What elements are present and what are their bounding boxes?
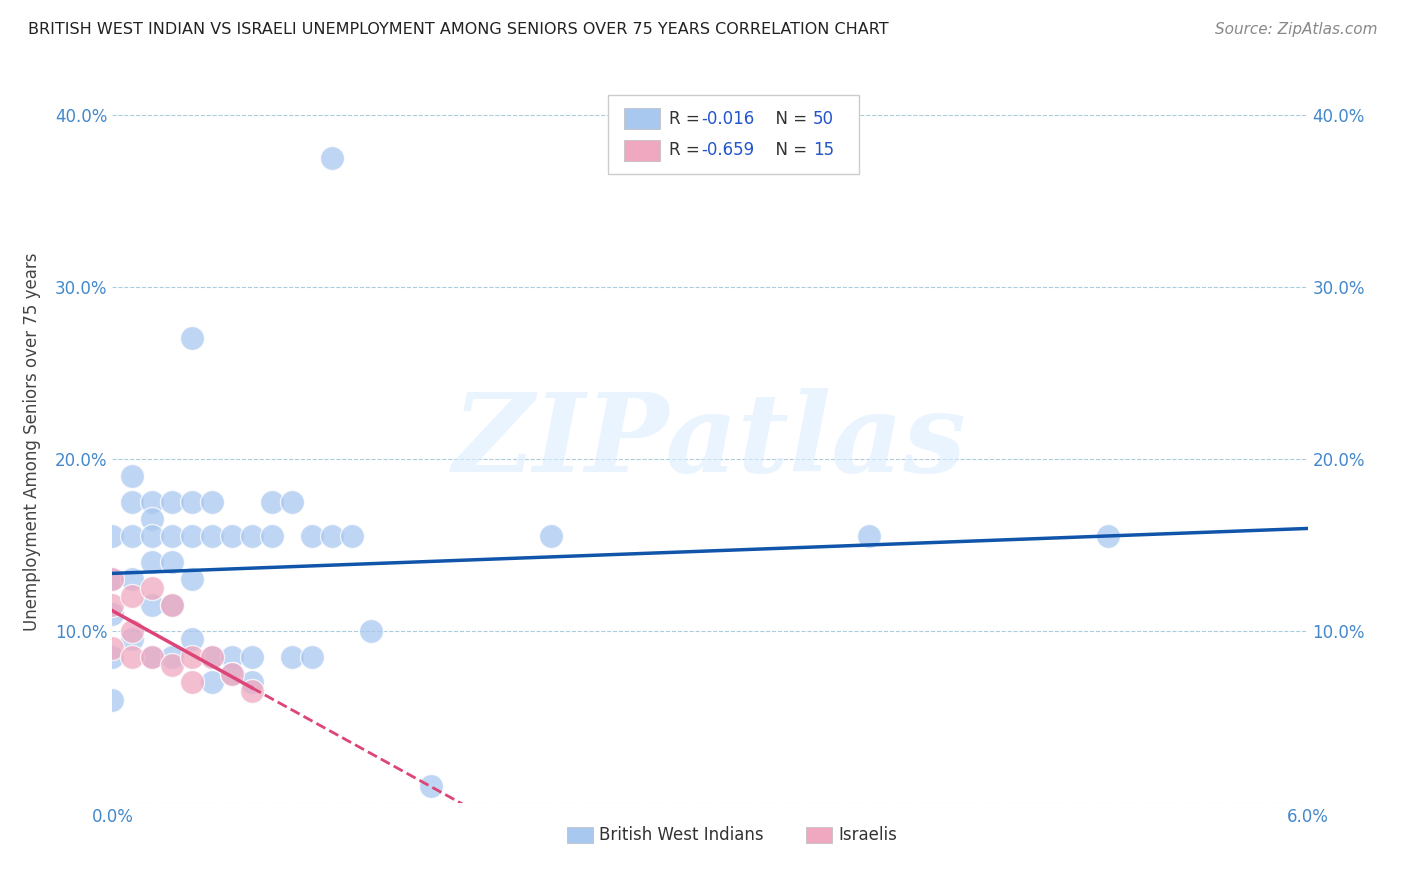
Point xyxy=(181,331,204,345)
Point xyxy=(540,529,562,543)
Bar xyxy=(806,827,832,843)
Point xyxy=(181,675,204,690)
Point xyxy=(101,598,124,612)
Point xyxy=(240,529,263,543)
Point xyxy=(181,529,204,543)
Point xyxy=(121,624,143,638)
Point xyxy=(162,658,183,673)
Point xyxy=(162,649,183,664)
Point xyxy=(281,494,304,508)
Point xyxy=(240,684,263,698)
Point xyxy=(141,649,163,664)
Point xyxy=(201,529,224,543)
Point xyxy=(201,494,224,508)
Point xyxy=(181,632,204,647)
Point xyxy=(420,779,443,793)
Point xyxy=(360,624,382,638)
Point xyxy=(240,675,263,690)
Point xyxy=(101,640,124,655)
Text: -0.016: -0.016 xyxy=(702,110,755,128)
Text: N =: N = xyxy=(765,110,813,128)
Point xyxy=(221,666,243,681)
Point xyxy=(141,649,163,664)
Point xyxy=(301,649,323,664)
Point xyxy=(141,512,163,526)
Point xyxy=(260,494,283,508)
Point xyxy=(221,666,243,681)
Point xyxy=(321,151,343,165)
Point xyxy=(162,494,183,508)
Bar xyxy=(567,827,593,843)
Text: R =: R = xyxy=(669,141,706,160)
Point xyxy=(121,632,143,647)
Point xyxy=(101,607,124,621)
Point xyxy=(260,529,283,543)
Point xyxy=(141,581,163,595)
Text: BRITISH WEST INDIAN VS ISRAELI UNEMPLOYMENT AMONG SENIORS OVER 75 YEARS CORRELAT: BRITISH WEST INDIAN VS ISRAELI UNEMPLOYM… xyxy=(28,22,889,37)
Point xyxy=(121,590,143,604)
Point xyxy=(858,529,880,543)
Point xyxy=(201,649,224,664)
Point xyxy=(240,649,263,664)
Point xyxy=(121,649,143,664)
Point xyxy=(101,692,124,706)
Point xyxy=(221,649,243,664)
Text: British West Indians: British West Indians xyxy=(599,826,763,844)
Text: Israelis: Israelis xyxy=(838,826,897,844)
Text: N =: N = xyxy=(765,141,813,160)
Point xyxy=(121,529,143,543)
Point xyxy=(201,675,224,690)
Text: 50: 50 xyxy=(813,110,834,128)
Point xyxy=(162,598,183,612)
Point xyxy=(101,649,124,664)
Point xyxy=(301,529,323,543)
Bar xyxy=(624,139,659,161)
Point xyxy=(141,494,163,508)
Text: 15: 15 xyxy=(813,141,834,160)
Point xyxy=(181,649,204,664)
Text: -0.659: -0.659 xyxy=(702,141,755,160)
Point xyxy=(162,598,183,612)
Point xyxy=(221,529,243,543)
Point xyxy=(141,529,163,543)
Y-axis label: Unemployment Among Seniors over 75 years: Unemployment Among Seniors over 75 years xyxy=(24,252,41,631)
Text: ZIPatlas: ZIPatlas xyxy=(453,388,967,495)
Text: R =: R = xyxy=(669,110,706,128)
Point xyxy=(181,494,204,508)
Point xyxy=(281,649,304,664)
Point xyxy=(162,529,183,543)
Point xyxy=(141,555,163,569)
Point xyxy=(321,529,343,543)
Point xyxy=(141,598,163,612)
Point xyxy=(181,572,204,586)
Point xyxy=(121,572,143,586)
Point xyxy=(201,649,224,664)
Point xyxy=(101,572,124,586)
Point xyxy=(121,469,143,483)
Point xyxy=(1097,529,1119,543)
Point xyxy=(162,555,183,569)
Point xyxy=(101,529,124,543)
Point xyxy=(121,494,143,508)
Point xyxy=(340,529,363,543)
Text: Source: ZipAtlas.com: Source: ZipAtlas.com xyxy=(1215,22,1378,37)
FancyBboxPatch shape xyxy=(609,95,859,174)
Point xyxy=(101,572,124,586)
Bar xyxy=(624,108,659,129)
